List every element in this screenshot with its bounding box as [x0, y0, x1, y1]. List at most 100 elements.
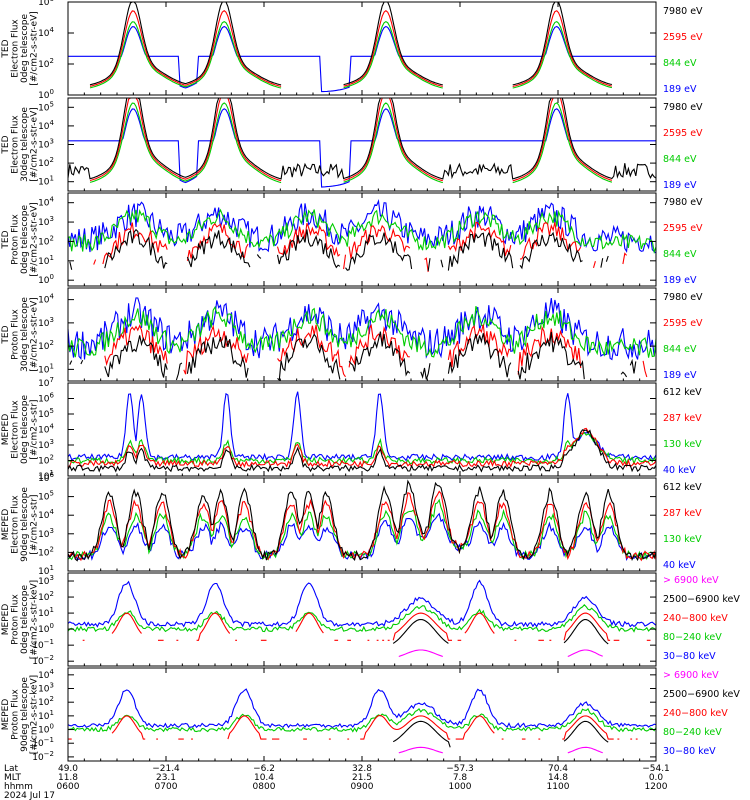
series-844-ev: [67, 208, 657, 255]
panel-2: 101 102 103 104 105 TED Electron Flux 30deg tel…: [1, 97, 703, 192]
series-2595-ev: [89, 97, 613, 182]
series-844-ev: [89, 102, 613, 184]
y-tick-label: 101: [38, 362, 54, 375]
legend-entry: 40 keV: [663, 465, 696, 476]
series-844-ev: [67, 305, 657, 358]
series-2595-ev: [89, 9, 613, 88]
series-287-kev: [67, 427, 657, 469]
legend-entry: 130 keV: [663, 439, 702, 450]
series-80-240-kev: [67, 707, 657, 733]
y-tick-label: 101: [38, 254, 54, 267]
y-axis-label: [#/cm2-s-str-eV]: [29, 107, 39, 182]
x-tick-label: 1000: [449, 782, 472, 792]
y-axis-label: [#/cm2-s-str-eV]: [29, 202, 39, 277]
y-axis-label: MEPED: [1, 509, 11, 541]
legend-entry: 80−240 keV: [663, 727, 722, 738]
x-tick-label: 23.1: [156, 773, 176, 783]
x-tick-label: 32.8: [352, 764, 372, 774]
y-axis-label: MEPED: [1, 699, 11, 731]
legend-entry: 189 eV: [663, 180, 697, 191]
y-axis-label: [#/cm2-s-str-eV]: [29, 297, 39, 372]
y-axis-label: [#/cm2-s-str-keV]: [29, 580, 39, 659]
y-tick-label: 101: [38, 175, 54, 188]
y-tick-label: 106: [38, 0, 54, 8]
x-row-label: Lat: [4, 764, 19, 774]
legend-entry: 189 eV: [663, 275, 697, 286]
y-axis-label: 90deg telescope: [20, 677, 30, 752]
legend-entry: 130 keV: [663, 534, 702, 545]
y-axis-label: TED: [1, 135, 11, 154]
y-tick-label: 103: [38, 316, 54, 329]
panel-frame: [67, 1, 657, 96]
y-tick-label: 102: [38, 339, 54, 352]
x-tick-label: 14.8: [548, 773, 568, 783]
y-tick-label: 100: [38, 88, 54, 101]
y-tick-label: 101: [38, 606, 54, 619]
legend-entry: 2595 eV: [663, 128, 703, 139]
y-tick-label: 100: [38, 723, 54, 736]
legend-entry: 189 eV: [663, 370, 697, 381]
y-tick-label: 105: [38, 100, 54, 113]
x-tick-label: −21.4: [152, 764, 180, 774]
series-612-kev: [67, 429, 657, 473]
series-612-kev: [67, 479, 657, 562]
y-tick-label: 104: [38, 196, 54, 209]
series-189-ev: [68, 25, 656, 93]
y-tick-label: 101: [38, 709, 54, 722]
y-tick-label: 102: [38, 695, 54, 708]
x-tick-label: 11.8: [58, 773, 78, 783]
series-30-80-kev: [67, 579, 657, 628]
series-7980-ev: [89, 1, 613, 86]
panel-frame: [67, 667, 657, 762]
y-tick-label: 102: [38, 156, 54, 169]
y-tick-label: 103: [38, 215, 54, 228]
y-axis-label: Electron Flux: [10, 495, 20, 554]
x-tick-label: −54.1: [642, 764, 670, 774]
y-axis-label: MEPED: [1, 414, 11, 446]
x-row-label: hhmm: [4, 782, 33, 792]
y-axis-label: [#/cm2-s-str]: [29, 399, 39, 459]
y-tick-label: 103: [38, 438, 54, 451]
x-tick-label: 1100: [547, 782, 570, 792]
series-287-kev: [67, 490, 657, 562]
y-tick-label: 104: [38, 26, 54, 39]
y-tick-label: 106: [38, 392, 54, 405]
y-tick-label: 107: [38, 376, 54, 389]
legend-entry: 2500−6900 keV: [663, 594, 740, 605]
y-tick-label: 104: [38, 423, 54, 436]
legend-entry: 7980 eV: [663, 292, 703, 303]
y-axis-label: TED: [1, 325, 11, 344]
y-axis-label: 30deg telescope: [20, 107, 30, 182]
legend-entry: 287 keV: [663, 413, 702, 424]
y-tick-label: 100: [38, 622, 54, 635]
x-tick-label: 21.5: [352, 773, 372, 783]
series-189-ev: [67, 199, 657, 254]
legend-entry: 844 eV: [663, 154, 697, 165]
y-axis-label: 0deg telescope: [20, 395, 30, 465]
legend-entry: 7980 eV: [663, 102, 703, 113]
y-axis-label: 0deg telescope: [20, 14, 30, 84]
y-tick-label: 103: [38, 527, 54, 540]
x-tick-label: 0800: [253, 782, 276, 792]
legend-entry: 189 eV: [663, 84, 697, 95]
panel-frame: [67, 572, 657, 667]
series-80-240-kev: [67, 603, 657, 633]
panel-frame: [67, 382, 657, 477]
series-40-kev: [67, 391, 657, 462]
y-axis-label: 0deg telescope: [20, 205, 30, 275]
legend-entry: 30−80 keV: [663, 746, 716, 757]
x-tick-label: 0.0: [649, 773, 664, 783]
x-tick-label: 1200: [645, 782, 668, 792]
legend-entry: 2595 eV: [663, 318, 703, 329]
legend-entry: 287 keV: [663, 508, 702, 519]
legend-entry: 40 keV: [663, 560, 696, 571]
y-axis-label: [#/cm2-s-str]: [29, 494, 39, 554]
legend-entry: 2500−6900 keV: [663, 689, 740, 700]
series-30-80-kev: [67, 688, 657, 729]
y-axis-label: Proton Flux: [10, 214, 20, 265]
